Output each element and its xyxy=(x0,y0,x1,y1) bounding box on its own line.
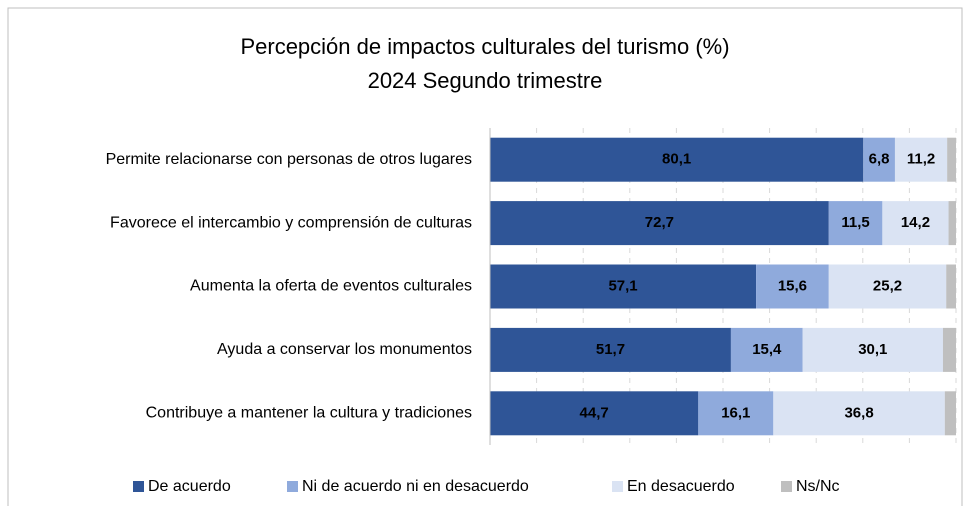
legend-label: En desacuerdo xyxy=(627,478,735,495)
data-label: 30,1 xyxy=(858,341,887,358)
bar-segment xyxy=(730,327,803,372)
bar-segment xyxy=(894,137,948,182)
data-label: 15,4 xyxy=(752,341,782,358)
bar-segment xyxy=(828,264,947,309)
bar-segment xyxy=(946,264,956,309)
bar-segment xyxy=(756,264,829,309)
bar-segment xyxy=(882,201,949,246)
data-label: 11,5 xyxy=(841,214,869,231)
y-tick-label: Contribuye a mantener la cultura y tradi… xyxy=(146,405,472,422)
bar-segment xyxy=(490,137,864,182)
data-label: 36,8 xyxy=(844,404,873,421)
bar-segment xyxy=(947,137,956,182)
bar-segment xyxy=(490,201,829,246)
bar-segment xyxy=(698,391,774,436)
bar-segment xyxy=(948,201,956,246)
data-label: 80,1 xyxy=(662,151,691,168)
data-label: 14,2 xyxy=(901,214,930,231)
bar-segment xyxy=(942,327,956,372)
y-tick-label: Permite relacionarse con personas de otr… xyxy=(106,151,472,168)
y-tick-label: Aumenta la oferta de eventos culturales xyxy=(190,278,472,295)
legend-label: Ns/Nc xyxy=(796,478,840,495)
chart-subtitle: 2024 Segundo trimestre xyxy=(368,68,603,93)
y-tick-label: Ayuda a conservar los monumentos xyxy=(217,341,472,358)
bar-segment xyxy=(490,264,757,309)
bar-segment xyxy=(802,327,943,372)
legend-label: Ni de acuerdo ni en desacuerdo xyxy=(302,478,529,495)
bar-segment xyxy=(828,201,883,246)
data-label: 44,7 xyxy=(580,404,609,421)
data-label: 16,1 xyxy=(721,404,750,421)
bar-segment xyxy=(490,327,731,372)
chart-title: Percepción de impactos culturales del tu… xyxy=(240,34,729,59)
legend-swatch xyxy=(781,481,792,492)
bar-segment xyxy=(490,391,699,436)
y-tick-label: Favorece el intercambio y comprensión de… xyxy=(110,214,472,231)
legend-label: De acuerdo xyxy=(148,478,231,495)
data-label: 15,6 xyxy=(778,277,807,294)
data-label: 57,1 xyxy=(608,277,637,294)
bar-segment xyxy=(773,391,945,436)
frame xyxy=(7,7,963,506)
legend-swatch xyxy=(133,481,144,492)
bar-segment xyxy=(944,391,956,436)
data-label: 72,7 xyxy=(645,214,674,231)
bar-segment xyxy=(863,137,895,182)
legend-swatch xyxy=(287,481,298,492)
data-label: 6,8 xyxy=(869,151,890,168)
legend-swatch xyxy=(612,481,623,492)
data-label: 11,2 xyxy=(907,151,935,168)
data-label: 25,2 xyxy=(873,277,902,294)
data-label: 51,7 xyxy=(596,341,625,358)
